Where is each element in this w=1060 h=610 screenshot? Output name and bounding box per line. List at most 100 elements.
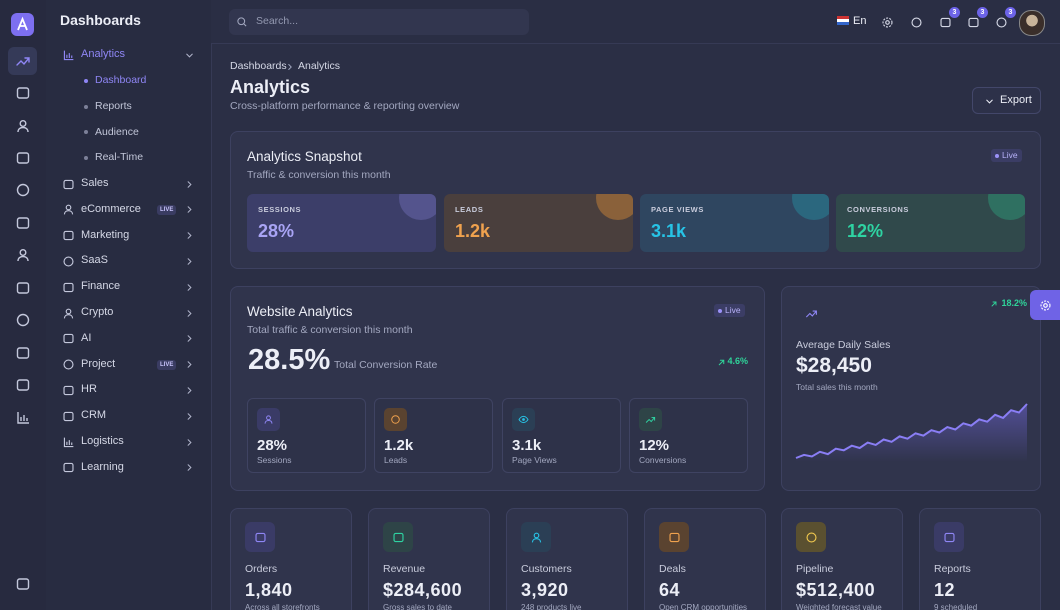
nav-chevron [185, 53, 193, 58]
nav-item[interactable]: AI [81, 331, 92, 344]
nav-subitem[interactable]: Audience [95, 125, 139, 138]
kpi-icon [392, 532, 404, 542]
nav-item[interactable]: Analytics [81, 47, 126, 60]
nav-icon[interactable] [62, 307, 75, 320]
nav-item[interactable]: Logistics [81, 434, 124, 447]
app-logo[interactable] [11, 13, 34, 36]
nav-icon[interactable] [62, 281, 75, 294]
nav-dot [84, 104, 88, 109]
nav-subitem[interactable]: Dashboard [95, 74, 147, 87]
nav-item[interactable]: Learning [81, 460, 124, 473]
nav-item[interactable]: Sales [81, 176, 109, 189]
nav-item[interactable]: CRM [81, 409, 107, 422]
breadcrumb-sep [288, 64, 292, 70]
nav-icon[interactable] [62, 255, 75, 268]
nav-icon[interactable] [62, 229, 75, 242]
theme-icon[interactable] [881, 16, 894, 29]
header-icon[interactable] [995, 16, 1008, 29]
kpi-note: Gross sales to date [383, 602, 452, 610]
rail-icon[interactable] [15, 377, 31, 393]
rail-icon[interactable] [15, 118, 31, 134]
kpi-label: Revenue [383, 563, 426, 576]
rail-icon[interactable] [15, 247, 31, 263]
breadcrumb[interactable]: Dashboards [230, 60, 287, 73]
nav-chevron [187, 180, 192, 188]
nav-icon[interactable] [62, 203, 75, 216]
nav-chevron [187, 335, 192, 343]
nav-icon[interactable] [62, 332, 75, 345]
nav-item[interactable]: Finance [81, 280, 121, 293]
kpi-icon [943, 532, 955, 542]
sales-title: Average Daily Sales [796, 339, 891, 352]
kpi-label: Deals [659, 563, 686, 576]
tile-value: 28% [258, 221, 295, 242]
nav-icon[interactable] [62, 49, 75, 62]
rail-icon[interactable] [15, 312, 31, 328]
export-button[interactable] [972, 87, 1041, 114]
kpi-label: Orders [245, 563, 278, 576]
export-label[interactable]: Export [1000, 93, 1032, 106]
kpi-icon [254, 532, 266, 542]
kpi-label: Pipeline [796, 563, 834, 576]
nav-subitem[interactable]: Reports [95, 99, 132, 112]
nav-chevron [187, 412, 192, 420]
nav-subitem[interactable]: Real-Time [95, 151, 144, 164]
nav-chevron [187, 206, 192, 214]
rail-icon[interactable] [15, 410, 31, 426]
kpi-note: Across all storefronts [245, 602, 320, 610]
search-box[interactable] [229, 9, 529, 35]
rail-icon[interactable] [15, 280, 31, 296]
nav-icon[interactable] [62, 358, 75, 371]
nav-item[interactable]: Crypto [81, 305, 114, 318]
rail-icon[interactable] [15, 215, 31, 231]
language[interactable]: En [853, 14, 867, 27]
rail-icon[interactable] [15, 345, 31, 361]
tile-value: 12% [847, 221, 884, 242]
kpi-value: 64 [659, 580, 681, 601]
sidebar [46, 0, 212, 610]
tile-label: LEADS [455, 204, 484, 214]
nav-item[interactable]: eCommerce [81, 202, 141, 215]
card-subtitle: Traffic & conversion this month [247, 169, 391, 182]
nav-badge: LIVE [157, 204, 177, 215]
kpi-value: 1,840 [245, 580, 293, 601]
tile-label: CONVERSIONS [847, 204, 910, 214]
nav-dot [84, 130, 88, 135]
tile-label: SESSIONS [258, 204, 302, 214]
kpi-icon-bg [245, 522, 275, 552]
nav-chevron [187, 464, 192, 472]
nav-icon[interactable] [62, 384, 75, 397]
kpi-icon [668, 532, 680, 542]
nav-icon[interactable] [62, 410, 75, 423]
nav-item[interactable]: Project [81, 357, 116, 370]
stat-value: 12% [639, 436, 670, 454]
rail-icon[interactable] [15, 182, 31, 198]
nav-icon[interactable] [62, 178, 75, 191]
nav-item[interactable]: HR [81, 383, 97, 396]
nav-chevron [187, 438, 192, 446]
header-icon[interactable] [939, 16, 952, 29]
kpi-note: Weighted forecast value [796, 602, 882, 610]
header-badge: 3 [977, 7, 988, 18]
rail-icon[interactable] [15, 53, 31, 69]
change-value: 18.2% [1001, 298, 1027, 309]
dark-mode-icon[interactable] [910, 16, 923, 29]
tile-value: 1.2k [455, 221, 491, 242]
rail-icon[interactable] [15, 150, 31, 166]
tile-value: 3.1k [651, 221, 687, 242]
avatar[interactable] [1019, 10, 1045, 36]
nav-icon[interactable] [62, 461, 75, 474]
settings-tab[interactable] [1030, 290, 1060, 320]
kpi-label: Customers [521, 563, 572, 576]
nav-item[interactable]: SaaS [81, 254, 108, 267]
header-icon[interactable] [967, 16, 980, 29]
sales-value: $28,450 [796, 354, 872, 378]
rail-icon[interactable] [15, 85, 31, 101]
stat-value: 3.1k [512, 436, 542, 454]
stat-label: Sessions [257, 455, 292, 466]
nav-icon[interactable] [62, 436, 75, 449]
live-badge: Live [714, 304, 745, 317]
nav-item[interactable]: Marketing [81, 228, 130, 241]
collapse-icon[interactable] [15, 576, 31, 592]
